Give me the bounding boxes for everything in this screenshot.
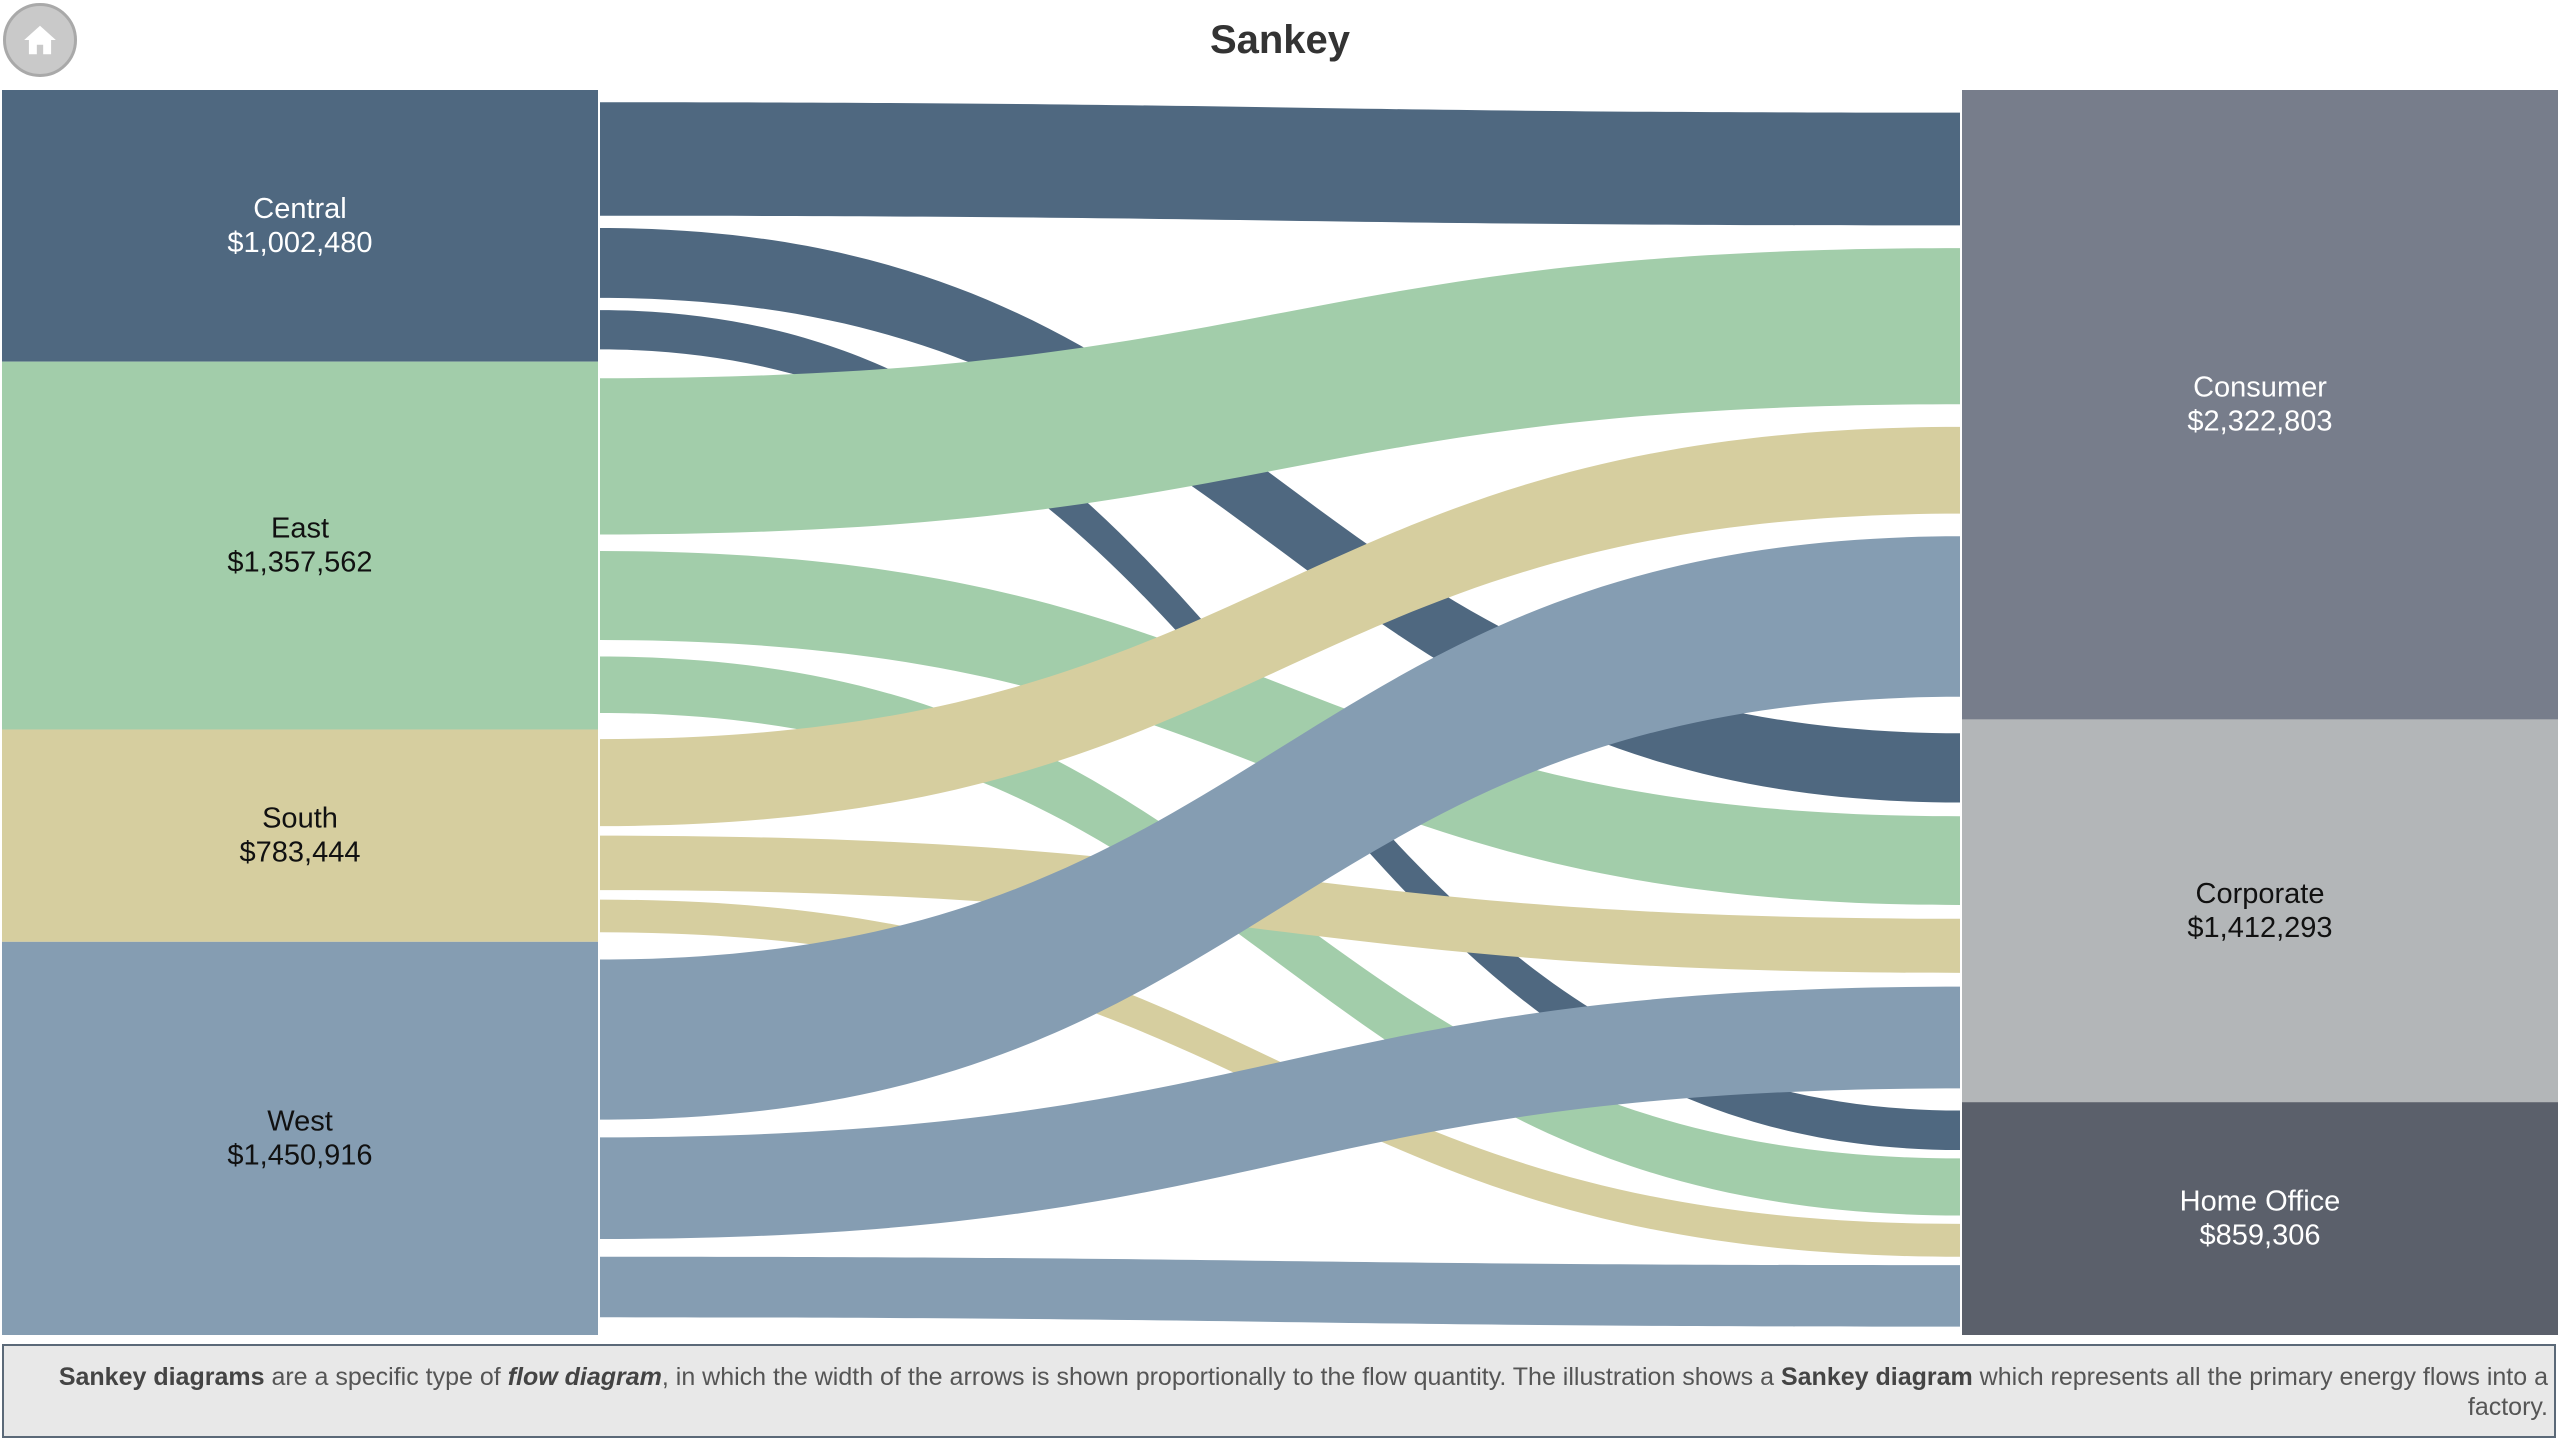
sankey-diagram: Central$1,002,480 East$1,357,562 South$783… (2, 90, 2558, 1335)
node-value-south: $783,444 (240, 837, 361, 869)
link-east-consumer[interactable] (600, 248, 1960, 535)
link-west-corporate[interactable] (600, 986, 1960, 1240)
link-west-home_office[interactable] (600, 1256, 1960, 1327)
description-part-5: which represents all the primary energy … (1972, 1363, 2548, 1421)
description-part-4: Sankey diagram (1780, 1363, 1973, 1391)
node-label-central: Central (253, 193, 347, 225)
node-value-corporate: $1,412,293 (2187, 912, 2332, 944)
description-part-2: flow diagram (507, 1363, 662, 1391)
node-label-home_office: Home Office (2180, 1186, 2341, 1218)
node-east[interactable] (2, 361, 598, 730)
link-central-consumer[interactable] (600, 102, 1960, 226)
node-south[interactable] (2, 729, 598, 942)
home-icon (24, 25, 56, 55)
description-part-3: , in which the width of the arrows is sh… (661, 1363, 1781, 1391)
node-corporate[interactable] (1962, 719, 2558, 1103)
description-part-0: Sankey diagrams (58, 1363, 265, 1391)
node-value-central: $1,002,480 (227, 227, 372, 259)
node-label-corporate: Corporate (2196, 878, 2325, 910)
node-central[interactable] (2, 90, 598, 362)
link-central-corporate[interactable] (600, 228, 1960, 803)
link-south-consumer[interactable] (600, 426, 1960, 827)
home-button[interactable] (3, 3, 77, 77)
link-west-consumer[interactable] (600, 536, 1960, 1120)
node-consumer[interactable] (1962, 90, 2558, 720)
description-part-1: are a specific type of (264, 1363, 508, 1391)
node-value-west: $1,450,916 (227, 1139, 372, 1171)
node-west[interactable] (2, 941, 598, 1335)
node-home_office[interactable] (1962, 1102, 2558, 1335)
link-east-home_office[interactable] (600, 656, 1960, 1216)
node-value-consumer: $2,322,803 (2187, 406, 2332, 438)
description-panel: Sankey diagrams are a specific type of f… (2, 1344, 2556, 1438)
page-title: Sankey (1209, 18, 1351, 62)
node-value-east: $1,357,562 (227, 547, 372, 579)
link-east-corporate[interactable] (600, 551, 1960, 905)
node-label-west: West (267, 1105, 333, 1137)
node-value-home_office: $859,306 (2200, 1220, 2321, 1252)
node-label-east: East (271, 513, 329, 545)
node-label-south: South (262, 803, 338, 835)
node-label-consumer: Consumer (2193, 372, 2327, 404)
